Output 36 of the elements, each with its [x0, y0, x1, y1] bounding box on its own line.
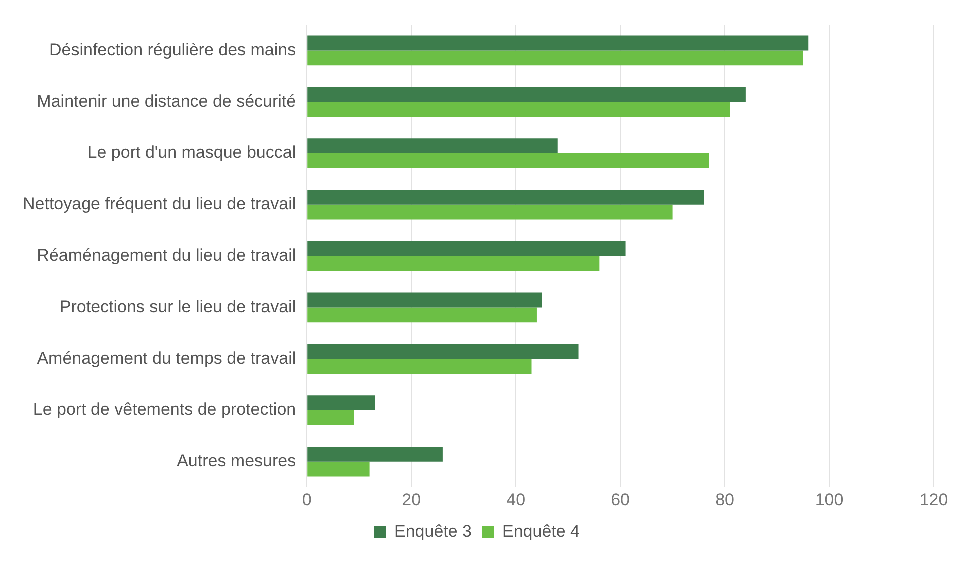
y-tick-label: Le port de vêtements de protection — [33, 400, 296, 420]
x-tick-label: 40 — [506, 490, 526, 510]
bar — [308, 359, 532, 374]
y-tick-label: Maintenir une distance de sécurité — [37, 92, 296, 111]
bar — [308, 241, 626, 256]
bar — [308, 154, 710, 168]
y-tick-label: Aménagement du temps de travail — [37, 348, 296, 368]
y-tick-label: Protections sur le lieu de travail — [60, 297, 296, 316]
bar — [308, 410, 354, 426]
x-tick-label: 20 — [402, 490, 422, 510]
y-tick-label: Désinfection régulière des mains — [49, 40, 296, 60]
legend-label: Enquête 4 — [502, 522, 580, 542]
bar — [308, 462, 370, 477]
bar — [308, 344, 579, 360]
legend-label: Enquête 3 — [394, 522, 472, 542]
bar — [308, 138, 558, 154]
y-tick-label: Le port d'un masque buccal — [88, 143, 296, 162]
bar — [308, 50, 804, 66]
y-tick-label: Nettoyage fréquent du lieu de travail — [22, 194, 296, 214]
bar — [308, 396, 376, 410]
bar — [308, 446, 443, 462]
bar — [308, 87, 746, 102]
x-tick-label: 100 — [815, 490, 844, 510]
x-tick-label: 120 — [920, 490, 948, 510]
y-tick-label: Autres mesures — [177, 452, 296, 471]
bar — [308, 292, 542, 308]
x-tick-label: 80 — [716, 490, 734, 510]
bar — [308, 204, 673, 220]
bar — [308, 102, 730, 118]
bar — [308, 36, 809, 51]
y-tick-label: Réaménagement du lieu de travail — [37, 246, 296, 265]
bar — [308, 190, 704, 205]
bar — [308, 308, 537, 323]
x-tick-label: 0 — [302, 490, 312, 510]
bar — [308, 256, 600, 272]
x-tick-label: 60 — [611, 490, 630, 510]
